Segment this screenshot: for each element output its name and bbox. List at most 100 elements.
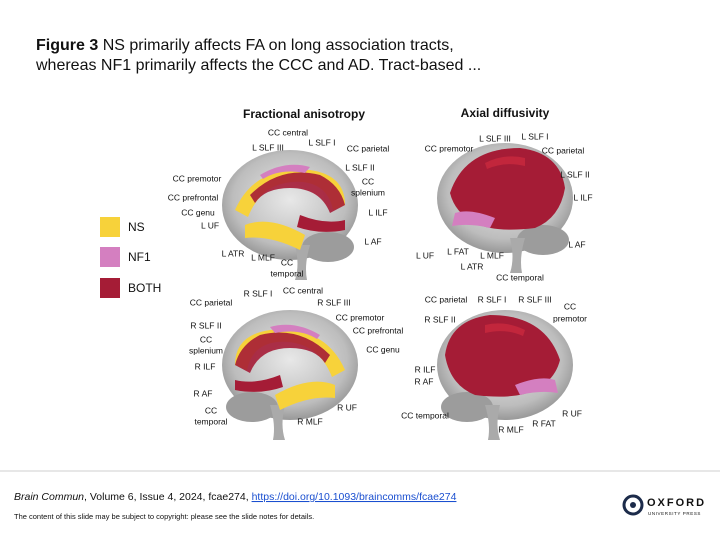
tract <box>445 315 560 397</box>
tract-label: L AF <box>568 239 585 249</box>
tract <box>450 148 565 230</box>
tract-label: splenium <box>189 345 223 355</box>
tract-label: CC temporal <box>401 410 449 420</box>
tract-label: R SLF I <box>478 294 507 304</box>
tract-label: L FAT <box>447 246 469 256</box>
cerebellum <box>302 232 354 262</box>
brainstem <box>270 405 285 440</box>
brainstem <box>510 238 525 273</box>
figure-number: Figure 3 <box>36 37 98 54</box>
tract-label: CC parietal <box>190 297 233 307</box>
tract-label: CC parietal <box>347 143 390 153</box>
tract-label: R SLF I <box>244 288 273 298</box>
tract-label: CC premotor <box>173 173 222 183</box>
brainstem <box>485 405 500 440</box>
tract-label: CC temporal <box>496 272 544 282</box>
citation: Brain Commun, Volume 6, Issue 4, 2024, f… <box>14 491 457 503</box>
tract-label: L SLF III <box>479 133 511 143</box>
tract-label: CC <box>564 301 576 311</box>
tract-label: L ILF <box>573 192 592 202</box>
tract-label: temporal <box>194 416 227 426</box>
tract <box>452 211 495 228</box>
tract-label: CC prefrontal <box>353 325 404 335</box>
tract-label: R ILF <box>195 361 216 371</box>
tract-label: CC parietal <box>425 294 468 304</box>
doi-link[interactable]: https://doi.org/10.1093/braincomms/fcae2… <box>252 491 457 503</box>
tract-label: premotor <box>553 313 587 323</box>
tract-label: CC premotor <box>425 143 474 153</box>
brain <box>437 310 573 440</box>
tract-label: R MLF <box>297 416 323 426</box>
tract-label: L MLF <box>251 252 275 262</box>
tract-label: CC prefrontal <box>168 192 219 202</box>
legend-swatch <box>100 278 120 298</box>
panel-heading: Fractional anisotropy <box>243 107 365 121</box>
copyright-note: The content of this slide may be subject… <box>14 512 314 521</box>
tract-label: R SLF II <box>190 320 221 330</box>
tract-label: CC genu <box>366 344 400 354</box>
tract-label: CC premotor <box>336 312 385 322</box>
cerebellum <box>226 392 278 422</box>
oxford-logo: OXFORD UNIVERSITY PRESS <box>622 494 706 516</box>
logo-sub: UNIVERSITY PRESS <box>648 511 701 516</box>
logo-mark <box>630 502 636 508</box>
tract <box>515 378 558 395</box>
tract-label: R AF <box>194 388 213 398</box>
tract-label: L SLF II <box>560 169 589 179</box>
legend-swatch <box>100 217 120 237</box>
cerebellum <box>441 392 493 422</box>
logo-mark <box>622 494 644 516</box>
tract <box>297 215 345 232</box>
tract-label: splenium <box>351 187 385 197</box>
tract-label: CC genu <box>181 207 215 217</box>
tract-label: L ILF <box>368 207 387 217</box>
tract-label: L ATR <box>461 261 484 271</box>
journal: Brain Commun <box>14 491 84 503</box>
legend-label: NS <box>128 220 145 234</box>
tract <box>270 324 320 339</box>
tract <box>260 164 310 179</box>
tract-label: R ILF <box>415 364 436 374</box>
tract-label: CC central <box>268 127 308 137</box>
legend-label: BOTH <box>128 281 161 295</box>
tract-label: L SLF I <box>521 131 548 141</box>
tract-label: L ATR <box>222 248 245 258</box>
citation-text: , Volume 6, Issue 4, 2024, fcae274, <box>84 491 252 503</box>
tract-label: R SLF II <box>424 314 455 324</box>
tract <box>275 381 335 410</box>
tract <box>250 172 345 213</box>
tract <box>485 323 525 336</box>
tract-label: R UF <box>562 408 582 418</box>
tract-label: R SLF III <box>518 294 552 304</box>
tract-label: CC <box>362 176 374 186</box>
tract-label: CC <box>200 334 212 344</box>
legend-label: NF1 <box>128 250 151 264</box>
tract-label: L AF <box>364 236 381 246</box>
brain <box>222 310 358 440</box>
tract-label: R UF <box>337 402 357 412</box>
tract <box>235 332 330 373</box>
cerebellum <box>517 225 569 255</box>
tract-label: R AF <box>415 376 434 386</box>
tract-label: L SLF I <box>308 137 335 147</box>
tract-label: CC <box>281 257 293 267</box>
title-text: NS primarily affects FA on long associat… <box>103 37 454 54</box>
tract-label: R SLF III <box>317 297 351 307</box>
tract-label: temporal <box>270 268 303 278</box>
panel-heading: Axial diffusivity <box>461 106 550 120</box>
tract-label: R MLF <box>498 424 524 434</box>
title-line-2: whereas NF1 primarily affects the CCC an… <box>35 57 481 74</box>
legend: NS NF1 BOTH <box>100 217 161 298</box>
tract-label: L UF <box>416 250 434 260</box>
tract-label: L MLF <box>480 250 504 260</box>
brainstem <box>295 245 310 280</box>
brain <box>222 150 358 280</box>
tract-label: CC parietal <box>542 145 585 155</box>
title-line-1: Figure 3 NS primarily affects FA on long… <box>36 37 454 54</box>
tract <box>245 221 305 250</box>
logo-name: OXFORD <box>647 497 706 509</box>
tract-label: L SLF II <box>345 162 374 172</box>
tract <box>485 156 525 169</box>
